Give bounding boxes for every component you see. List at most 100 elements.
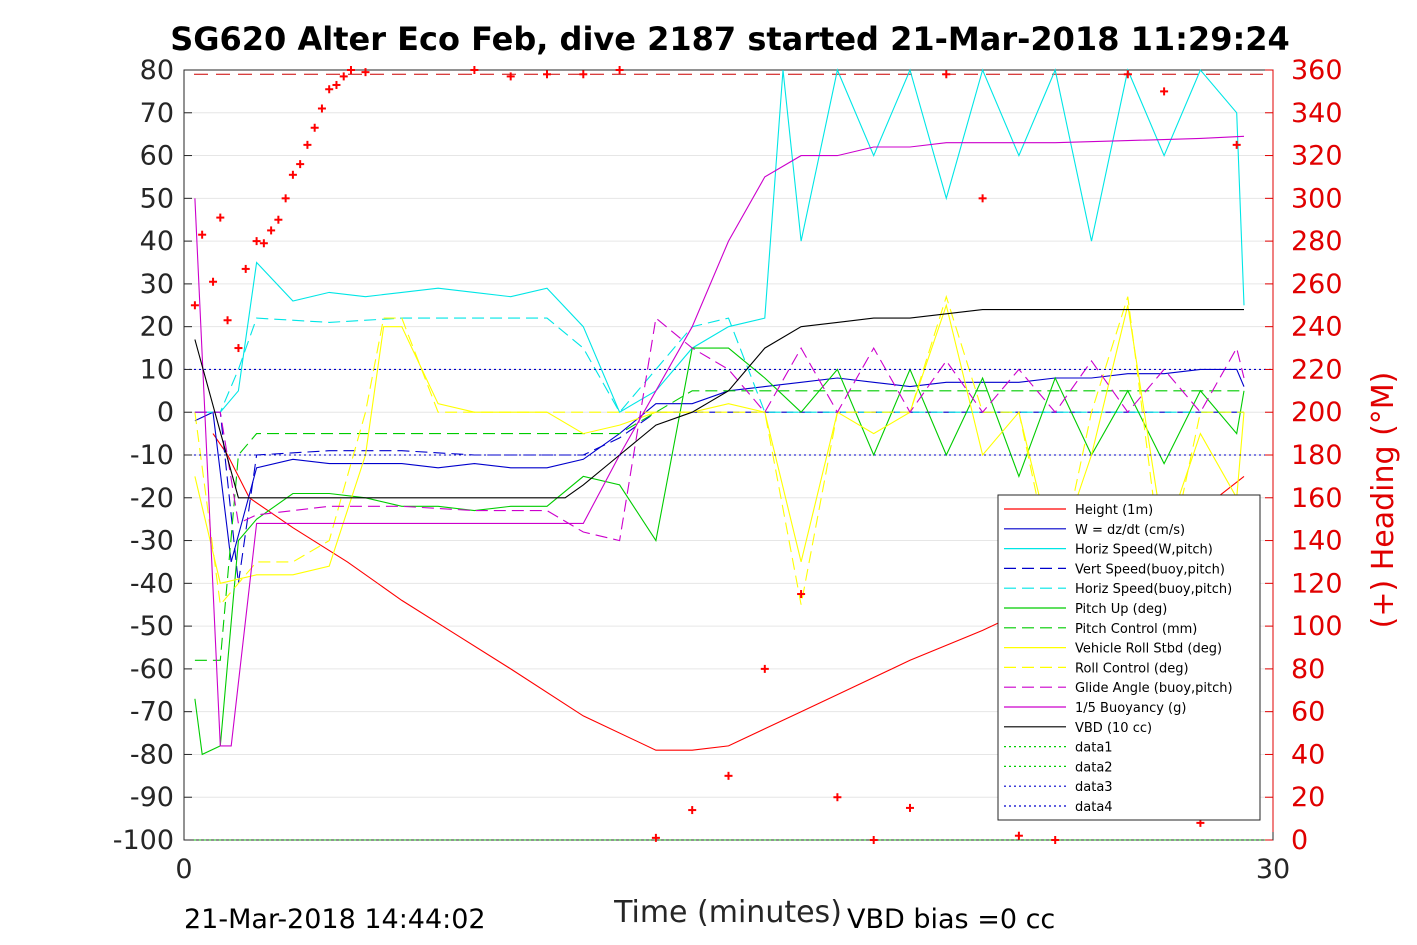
legend-label: Vert Speed(buoy,pitch) <box>1075 562 1225 577</box>
legend-label: Pitch Control (mm) <box>1075 622 1197 637</box>
heading-point <box>190 301 199 310</box>
right-tick-label: 80 <box>1291 654 1325 685</box>
right-tick-label: 280 <box>1291 226 1343 257</box>
legend-entry-15: data4 <box>1004 800 1113 815</box>
legend-entry-0: Height (1m) <box>1004 503 1153 518</box>
left-tick-label: 40 <box>140 226 174 257</box>
left-tick-label: -90 <box>130 782 174 813</box>
chart-title: SG620 Alter Eco Feb, dive 2187 started 2… <box>170 20 1290 58</box>
heading-point <box>615 66 624 74</box>
heading-point <box>252 237 261 246</box>
left-tick-label: 10 <box>140 354 174 385</box>
right-tick-label: 240 <box>1291 312 1343 343</box>
legend-entry-9: Glide Angle (buoy,pitch) <box>1004 681 1233 696</box>
legend-label: data1 <box>1075 741 1113 756</box>
heading-point <box>209 277 218 286</box>
heading-point <box>1232 140 1241 149</box>
right-tick-label: 340 <box>1291 98 1343 129</box>
heading-point <box>274 215 283 224</box>
series-line-4 <box>194 317 1244 414</box>
legend-label: Horiz Speed(buoy,pitch) <box>1075 582 1232 597</box>
series-line-10 <box>194 135 1245 747</box>
heading-point <box>234 344 243 353</box>
series-line-6 <box>194 390 1244 661</box>
left-tick-label: -70 <box>130 697 174 728</box>
right-tick-label: 120 <box>1291 568 1343 599</box>
heading-point <box>296 160 305 169</box>
heading-point <box>267 226 276 235</box>
heading-point <box>760 664 769 673</box>
right-tick-label: 60 <box>1291 697 1325 728</box>
heading-point <box>259 239 268 248</box>
heading-point <box>346 66 355 74</box>
legend-entry-10: 1/5 Buoyancy (g) <box>1004 701 1186 716</box>
footer-vbd-bias: VBD bias =0 cc <box>847 904 1055 935</box>
legend-entry-6: Pitch Control (mm) <box>1004 622 1197 637</box>
legend-label: data4 <box>1075 800 1113 815</box>
heading-point <box>339 72 348 81</box>
heading-point <box>361 68 370 77</box>
heading-point <box>579 70 588 79</box>
series-line-2 <box>194 68 1245 413</box>
left-tick-label: 0 <box>157 397 174 428</box>
legend-entry-4: Horiz Speed(buoy,pitch) <box>1004 582 1232 597</box>
right-tick-label: 160 <box>1291 483 1343 514</box>
left-tick-label: -100 <box>113 825 174 856</box>
legend-label: Roll Control (deg) <box>1075 661 1189 676</box>
heading-point <box>1051 836 1060 844</box>
legend-label: 1/5 Buoyancy (g) <box>1075 701 1186 716</box>
left-tick-label: -80 <box>130 739 174 770</box>
heading-point <box>223 316 232 325</box>
legend-entry-7: Vehicle Roll Stbd (deg) <box>1004 642 1222 657</box>
heading-point <box>797 590 806 599</box>
legend-label: Glide Angle (buoy,pitch) <box>1075 681 1233 696</box>
right-tick-label: 40 <box>1291 739 1325 770</box>
right-tick-label: 140 <box>1291 526 1343 557</box>
left-tick-label: -60 <box>130 654 174 685</box>
heading-point <box>906 803 914 812</box>
heading-point <box>1014 831 1023 840</box>
right-tick-label: 0 <box>1291 825 1308 856</box>
legend-label: W = dz/dt (cm/s) <box>1075 523 1185 538</box>
right-tick-label: 200 <box>1291 397 1343 428</box>
heading-point <box>198 230 207 239</box>
legend-entry-11: VBD (10 cc) <box>1004 721 1152 736</box>
heading-point <box>470 66 479 74</box>
right-tick-label: 220 <box>1291 354 1343 385</box>
right-tick-label: 260 <box>1291 269 1343 300</box>
left-tick-label: 20 <box>140 312 174 343</box>
legend-label: data2 <box>1075 760 1113 775</box>
right-tick-label: 360 <box>1291 55 1343 86</box>
right-tick-label: 20 <box>1291 782 1325 813</box>
heading-point <box>869 836 878 844</box>
legend-entry-8: Roll Control (deg) <box>1004 661 1189 676</box>
heading-point <box>724 771 733 780</box>
legend-entry-12: data1 <box>1004 741 1113 756</box>
right-tick-label: 320 <box>1291 141 1343 172</box>
legend-entry-3: Vert Speed(buoy,pitch) <box>1004 562 1225 577</box>
left-tick-label: 50 <box>140 183 174 214</box>
series-line-11 <box>194 309 1244 499</box>
left-tick-label: -10 <box>130 440 174 471</box>
heading-point <box>942 70 951 79</box>
heading-point <box>688 806 697 815</box>
heading-point <box>978 194 987 203</box>
x-tick-label: 0 <box>175 854 192 885</box>
left-tick-label: -20 <box>130 483 174 514</box>
legend-entry-5: Pitch Up (deg) <box>1004 602 1167 617</box>
heading-point <box>332 80 341 89</box>
heading-point <box>216 213 225 222</box>
heading-point <box>317 104 326 113</box>
heading-point <box>651 833 660 842</box>
left-tick-label: 70 <box>140 98 174 129</box>
series-line-9 <box>194 317 1245 542</box>
footer-date: 21-Mar-2018 14:44:02 <box>184 904 486 935</box>
left-tick-label: -40 <box>130 568 174 599</box>
series-line-7 <box>194 303 1245 584</box>
legend-entry-1: W = dz/dt (cm/s) <box>1004 523 1185 538</box>
legend-label: Vehicle Roll Stbd (deg) <box>1075 642 1222 657</box>
x-tick-label: 30 <box>1256 854 1290 885</box>
heading-point <box>281 194 290 203</box>
legend-label: VBD (10 cc) <box>1075 721 1152 736</box>
